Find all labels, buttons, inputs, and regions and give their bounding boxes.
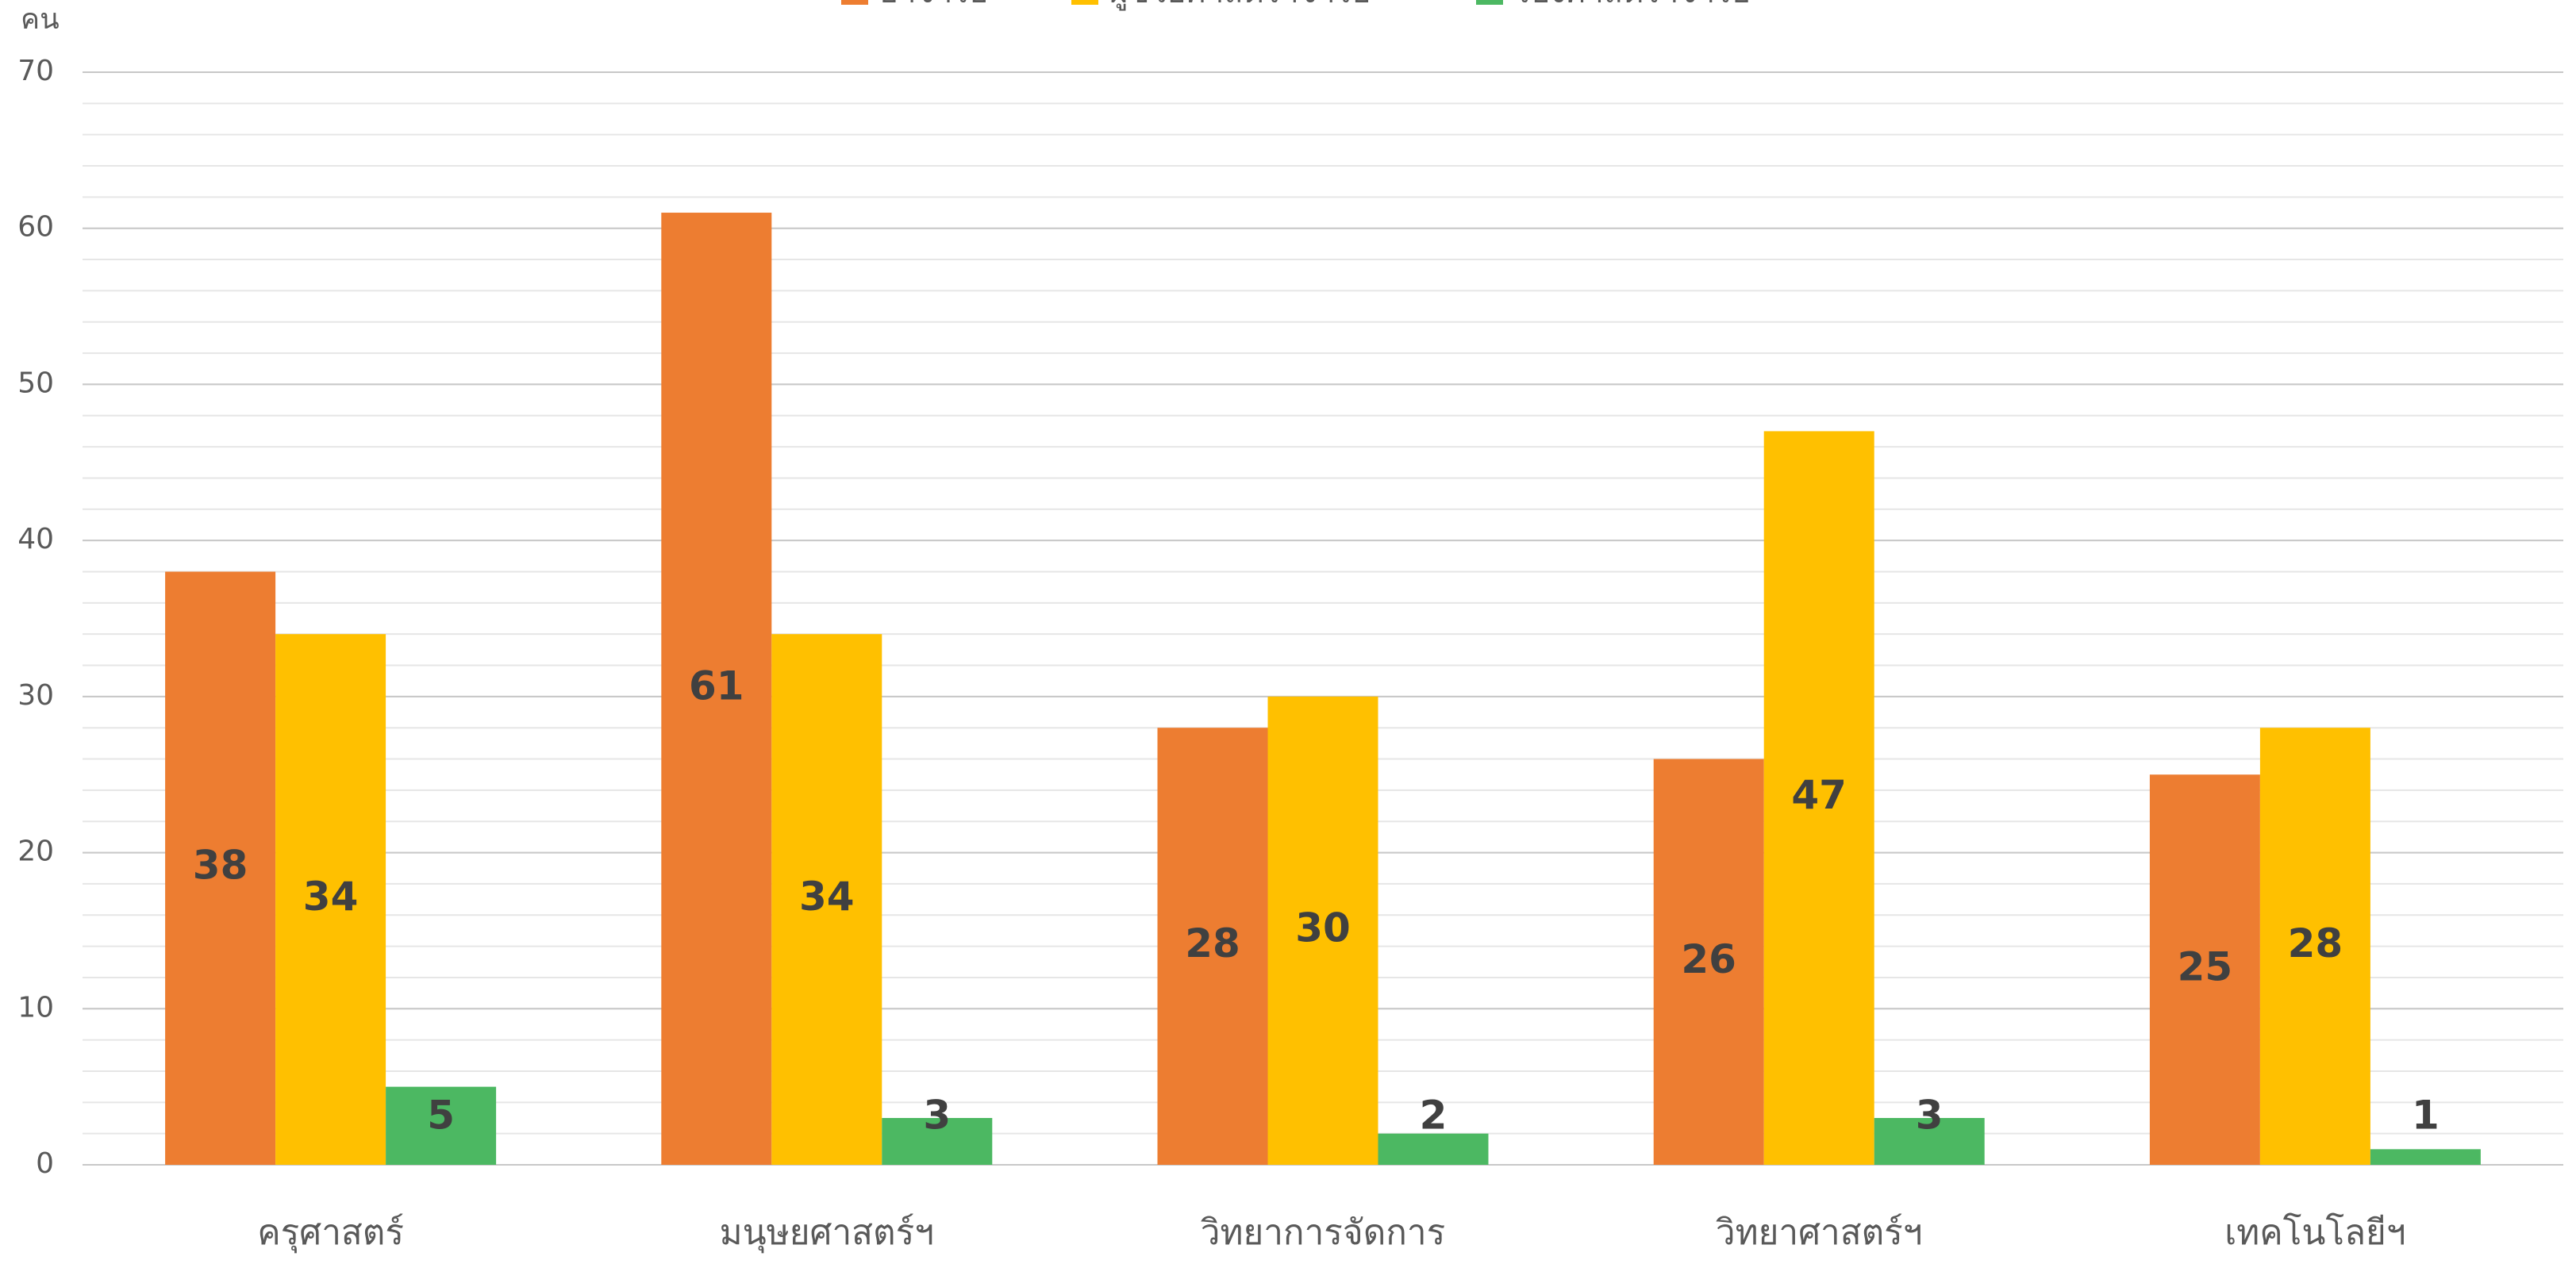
x-tick-label: มนุษยศาสตร์ฯ [720, 1212, 934, 1254]
y-tick-label: 40 [17, 523, 54, 555]
bar [2370, 1149, 2481, 1165]
data-label: 47 [1791, 772, 1847, 818]
data-label: 28 [1185, 920, 1240, 966]
data-label: 2 [1420, 1092, 1448, 1138]
data-label: 28 [2288, 920, 2343, 966]
data-label: 1 [2412, 1092, 2440, 1138]
x-tick-label: วิทยาการจัดการ [1200, 1212, 1445, 1253]
data-label: 34 [303, 874, 359, 920]
y-tick-label: 60 [17, 211, 54, 244]
legend-label: ผู้ช่วยศาสตราจารย์ [1109, 0, 1371, 10]
y-tick-label: 0 [36, 1147, 54, 1180]
data-label: 25 [2178, 944, 2233, 990]
data-label: 38 [193, 843, 248, 889]
x-tick-label: เทคโนโลยีฯ [2224, 1212, 2405, 1253]
y-axis-label: คน [21, 3, 60, 36]
data-label: 3 [923, 1092, 951, 1138]
legend-label: รองศาสตราจารย์ [1514, 0, 1751, 10]
legend-swatch [841, 0, 868, 5]
data-label: 34 [799, 874, 855, 920]
data-label: 30 [1295, 905, 1351, 951]
y-tick-label: 20 [17, 836, 54, 868]
data-label: 61 [689, 663, 744, 709]
y-tick-label: 10 [17, 991, 54, 1024]
x-tick-label: ครุศาสตร์ [257, 1212, 404, 1254]
data-label: 26 [1681, 936, 1736, 982]
x-tick-label: วิทยาศาสตร์ฯ [1716, 1212, 1923, 1253]
chart: คน 0 10 20 30 40 50 60 70 อาจารย์ ผู้ช่วยศาสตราจา… [0, 0, 2576, 1287]
legend-swatch [1071, 0, 1098, 5]
data-label: 3 [1916, 1092, 1944, 1138]
y-tick-label: 30 [17, 679, 54, 712]
legend-swatch [1476, 0, 1503, 5]
bar [1378, 1134, 1489, 1165]
legend-label: อาจารย์ [879, 0, 988, 10]
y-tick-label: 70 [17, 55, 54, 87]
data-label: 5 [427, 1092, 455, 1138]
y-tick-label: 50 [17, 367, 54, 399]
